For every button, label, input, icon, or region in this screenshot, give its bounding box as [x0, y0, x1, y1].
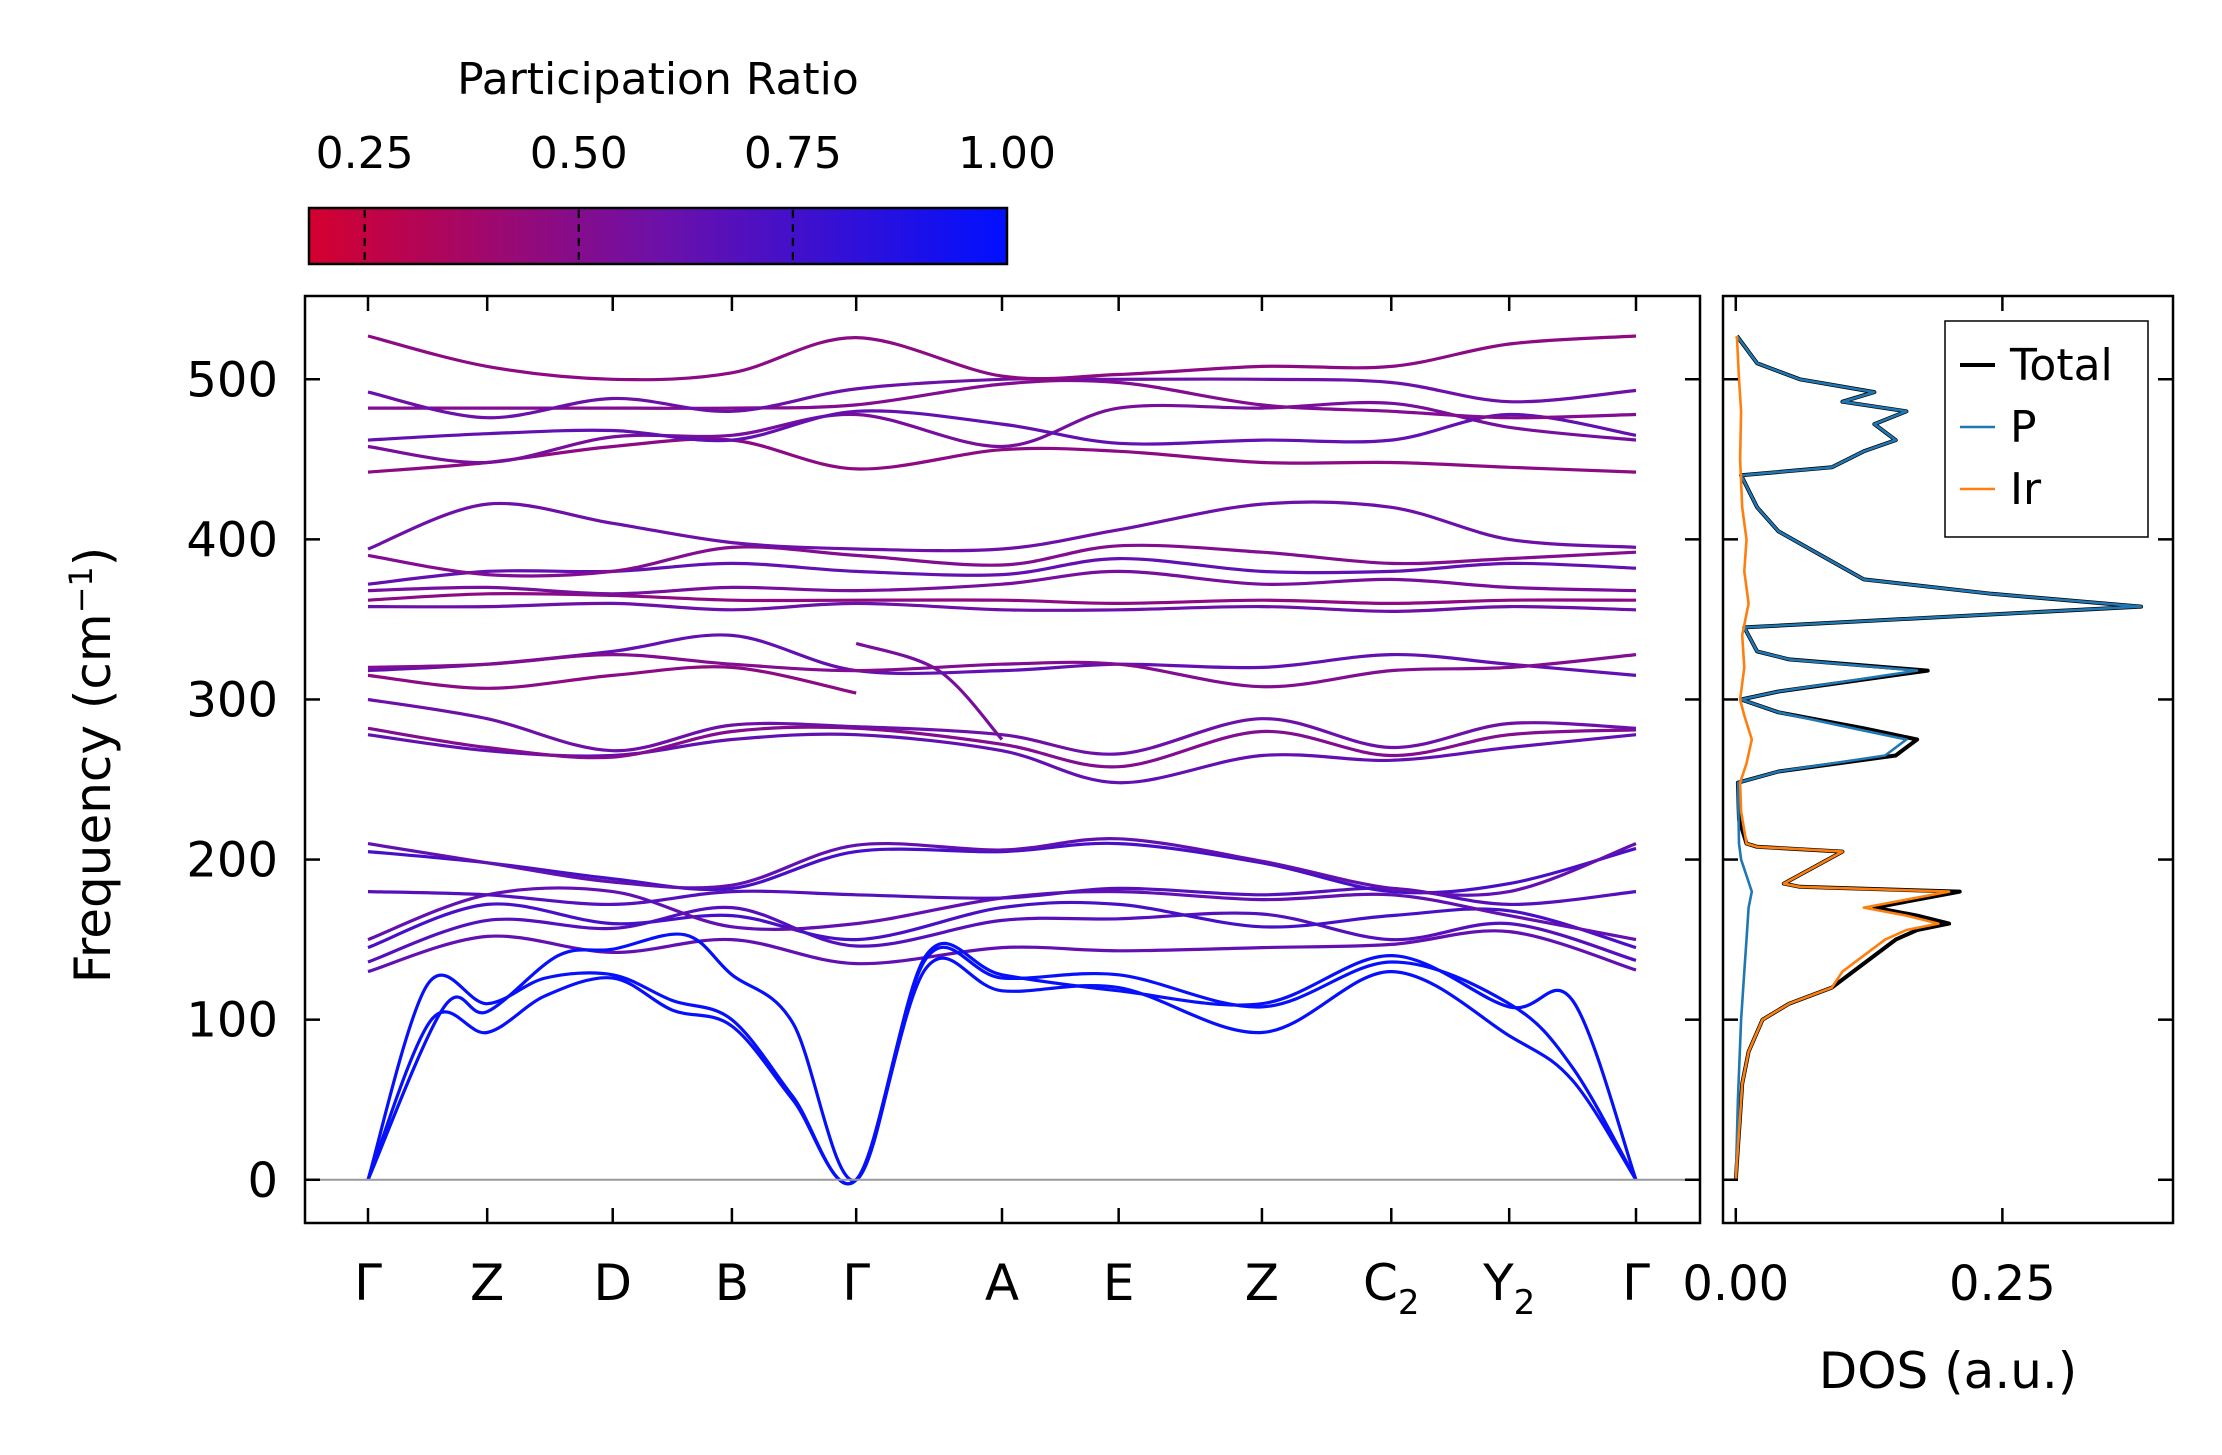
colorbar-tick-label: 1.00 [958, 128, 1056, 179]
optical-branch [367, 665, 857, 695]
colorbar-tick-label: 0.75 [744, 128, 842, 179]
legend-label-p: P [2010, 402, 2037, 453]
optical-branch [367, 591, 1637, 606]
x-tick-label: D [593, 1254, 632, 1312]
dos-x-tick-label: 0.00 [1682, 1256, 1789, 1312]
y-tick-label: 500 [186, 352, 278, 408]
colorbar-label: Participation Ratio [457, 54, 859, 105]
dos-x-tick-label: 0.25 [1949, 1256, 2056, 1312]
y-axis-label-text: Frequency (cm [64, 613, 122, 983]
x-tick-label: Z [470, 1254, 504, 1312]
optical-branch [367, 543, 1637, 578]
optical-branch [855, 641, 1004, 741]
acoustic-branch [366, 945, 1638, 1186]
optical-branch [367, 400, 1637, 465]
x-tick-label: Z [1245, 1254, 1279, 1312]
optical-branch [367, 905, 1637, 964]
dos-axes: 0.00 0.25 [1682, 296, 2173, 1312]
y-tick-label: 0 [247, 1153, 278, 1209]
optical-branch [367, 376, 1637, 420]
optical-branch [367, 500, 1637, 553]
optical-branch [367, 652, 1637, 689]
x-tick-label: Γ [1622, 1254, 1650, 1312]
colorbar: Participation Ratio 0.25 0.50 0.75 1.00 [307, 54, 1056, 266]
legend-label-ir: Ir [2010, 464, 2042, 515]
dos-panel: 0.00 0.25 DOS (a.u.) Total P Ir [1682, 294, 2175, 1400]
y-tick-label: 100 [186, 993, 278, 1049]
y-tick-label: 400 [186, 512, 278, 568]
dos-x-axis-label: DOS (a.u.) [1819, 1342, 2078, 1400]
band-structure-panel: 0 100 200 300 400 500 Γ Z D B Γ A E Z C2 Y2 Γ Frequency … [62, 294, 1702, 1323]
dos-legend: Total P Ir [1944, 320, 2149, 538]
y-tick-label: 200 [186, 833, 278, 889]
optical-branch [367, 697, 1637, 756]
colorbar-tick-label: 0.50 [530, 128, 628, 179]
optical-branch [367, 334, 1637, 382]
y-axis-label-unit: −1 [62, 566, 100, 613]
x-tick-label: Γ [842, 1254, 870, 1312]
optical-branch [367, 409, 1637, 446]
colorbar-ticks: 0.25 0.50 0.75 1.00 [316, 128, 1056, 262]
optical-branch [367, 437, 1637, 474]
y-axis-label-close: ) [64, 547, 122, 567]
y-tick-label: 300 [186, 672, 278, 728]
dos-series-ir [1734, 335, 1951, 1180]
x-tick-label: Γ [354, 1254, 382, 1312]
legend-box [1944, 320, 2149, 538]
dos-series-p [1734, 335, 2143, 1180]
x-tick-label: C2 [1363, 1254, 1420, 1323]
optical-branch [367, 569, 1637, 596]
dos-plot-frame [1721, 294, 2175, 1225]
band-axes: 0 100 200 300 400 500 Γ Z D B Γ A E Z C2 Y2 Γ [186, 296, 1700, 1323]
optical-branch [367, 725, 1637, 769]
optical-branch [367, 900, 1637, 950]
x-tick-label: B [715, 1254, 749, 1312]
optical-branch [367, 929, 1637, 974]
x-tick-label: Y2 [1482, 1254, 1535, 1323]
band-plot-frame [303, 294, 1702, 1225]
optical-branch [367, 378, 1637, 420]
legend-label-total: Total [2009, 340, 2113, 391]
x-tick-label: A [985, 1254, 1019, 1312]
colorbar-tick-label: 0.25 [316, 128, 414, 179]
y-axis-label: Frequency (cm−1) [62, 547, 122, 984]
band-lines [366, 334, 1638, 1186]
acoustic-branch [366, 956, 1638, 1185]
dos-lines [1733, 334, 2143, 1180]
acoustic-branch [366, 932, 1638, 1182]
x-tick-label: E [1103, 1254, 1135, 1312]
optical-branch [367, 601, 1637, 614]
colorbar-gradient [307, 206, 1009, 266]
optical-branch [367, 837, 1637, 897]
optical-branch [367, 556, 1637, 586]
